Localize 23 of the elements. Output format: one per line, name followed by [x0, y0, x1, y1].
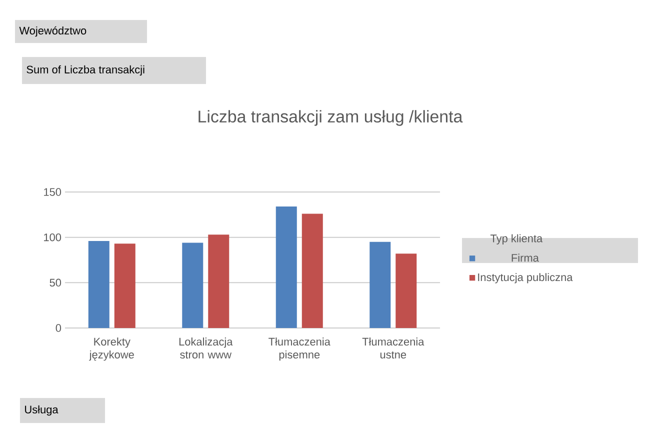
- y-tick-label: 150: [44, 188, 62, 196]
- legend-label: Instytucja publiczna: [478, 273, 573, 284]
- text: Województwo: [19, 26, 86, 37]
- bar: [208, 234, 230, 328]
- bar: [182, 242, 204, 328]
- y-tick-label: 100: [44, 233, 62, 242]
- x-tick-label: Tłumaczenia ustne: [362, 338, 424, 359]
- y-tick-label: 0: [56, 324, 62, 332]
- bar: [302, 214, 323, 328]
- text: Firma: [512, 254, 539, 262]
- x-tick-label: Lokalizacja stron www: [179, 338, 233, 359]
- x-tick-label: Korekty językowe: [89, 338, 134, 361]
- y-tick-label: 50: [50, 278, 62, 287]
- text: Sum of Liczba transakcji: [26, 65, 144, 76]
- chart-title: Liczba transakcji zam usług /klienta: [198, 110, 463, 126]
- legend-title: Typ klienta: [490, 234, 543, 244]
- bar: [396, 254, 417, 328]
- bar: [276, 206, 297, 328]
- text: Usługa: [25, 405, 58, 416]
- bar: [370, 242, 391, 328]
- bar: [88, 240, 110, 328]
- bar: [114, 244, 136, 328]
- x-tick-label: Tłumaczenia pisemne: [268, 338, 330, 361]
